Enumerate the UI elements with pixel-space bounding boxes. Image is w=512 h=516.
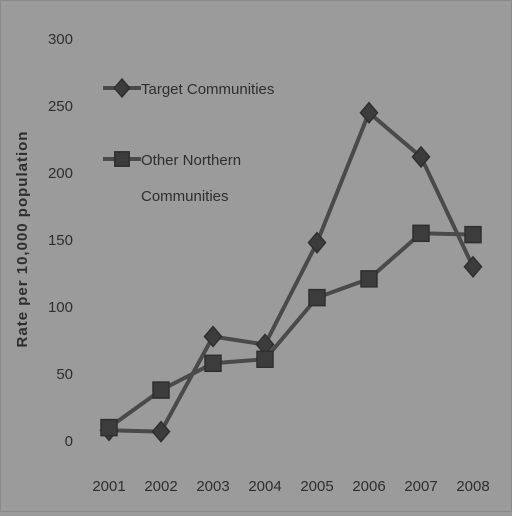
legend-label: Target Communities: [141, 81, 274, 98]
y-axis-ticks: 0 50 100 150 200 250 300: [48, 31, 73, 450]
diamond-marker: [203, 325, 223, 348]
y-axis-title: Rate per 10,000 population: [14, 131, 31, 348]
legend-item: Other Northern Communities: [103, 151, 241, 205]
y-tick-label: 100: [48, 299, 73, 316]
y-tick-label: 250: [48, 98, 73, 115]
x-tick-label: 2004: [248, 478, 281, 495]
x-tick-label: 2001: [92, 478, 125, 495]
square-marker: [412, 224, 430, 243]
legend-label: Communities: [141, 188, 229, 205]
x-tick-label: 2003: [196, 478, 229, 495]
square-marker: [308, 288, 326, 307]
diamond-marker: [359, 101, 379, 124]
legend-marker: [114, 151, 130, 167]
series-2: [100, 224, 482, 437]
square-marker: [152, 381, 170, 399]
square-marker: [256, 350, 274, 369]
y-tick-label: 200: [48, 165, 73, 182]
y-tick-label: 50: [56, 366, 73, 383]
series-line: [108, 110, 475, 434]
diamond-marker: [151, 420, 171, 443]
square-marker: [360, 270, 378, 288]
x-tick-label: 2005: [300, 478, 333, 495]
legend-label: Other Northern: [141, 152, 241, 169]
series-layer: [99, 101, 483, 443]
square-marker: [464, 225, 482, 244]
square-marker: [204, 354, 222, 373]
y-tick-label: 300: [48, 31, 73, 48]
diamond-marker: [307, 231, 327, 254]
y-tick-label: 150: [48, 232, 73, 249]
legend: Target Communities Other Northern Communit…: [103, 77, 274, 205]
square-marker: [100, 418, 118, 437]
diamond-marker: [411, 145, 431, 169]
x-tick-label: 2007: [404, 478, 437, 495]
legend-marker: [113, 77, 131, 99]
y-tick-label: 0: [65, 433, 73, 450]
x-tick-label: 2006: [352, 478, 385, 495]
x-tick-label: 2008: [456, 478, 489, 495]
x-tick-label: 2002: [144, 478, 177, 495]
legend-item: Target Communities: [103, 77, 274, 99]
diamond-marker: [463, 255, 483, 278]
x-axis-ticks: 2001 2002 2003 2004 2005 2006 2007 2008: [92, 478, 489, 495]
